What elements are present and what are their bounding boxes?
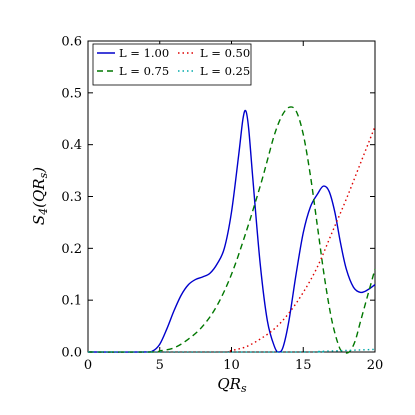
y-tick-label: 0.3 bbox=[61, 190, 82, 205]
y-tick-label: 0.4 bbox=[61, 138, 82, 153]
legend-box bbox=[92, 43, 252, 86]
series-line-2 bbox=[87, 106, 376, 354]
x-axis-label: QRs bbox=[217, 375, 247, 395]
series-lines bbox=[87, 106, 376, 354]
y-tick-label: 0.6 bbox=[61, 35, 82, 50]
legend-label-2: L = 0.75 bbox=[119, 64, 169, 78]
y-tick-label: 0.5 bbox=[61, 86, 82, 101]
x-tick-label: 5 bbox=[156, 358, 164, 373]
y-ticks: 0.0 0.1 0.2 0.3 0.4 0.5 0.6 bbox=[61, 35, 375, 361]
legend-label-1: L = 1.00 bbox=[119, 46, 169, 60]
legend: L = 1.00 L = 0.75 L = 0.50 L = 0.25 bbox=[92, 43, 252, 86]
x-tick-label: 15 bbox=[295, 358, 312, 373]
y-tick-label: 0.0 bbox=[61, 346, 82, 361]
legend-label-4: L = 0.25 bbox=[200, 64, 250, 78]
plot-area bbox=[87, 40, 376, 353]
series-line-3 bbox=[87, 126, 376, 353]
x-ticks: 0 5 10 15 20 bbox=[84, 41, 383, 373]
series-line-4 bbox=[87, 348, 376, 353]
x-tick-label: 0 bbox=[84, 358, 92, 373]
y-tick-label: 0.2 bbox=[61, 242, 82, 257]
y-tick-label: 0.1 bbox=[61, 294, 82, 309]
x-tick-label: 20 bbox=[367, 358, 384, 373]
x-tick-label: 10 bbox=[223, 358, 240, 373]
series-line-1 bbox=[87, 109, 376, 353]
y-axis-label: S4(QRs) bbox=[30, 167, 50, 225]
legend-label-3: L = 0.50 bbox=[200, 46, 250, 60]
